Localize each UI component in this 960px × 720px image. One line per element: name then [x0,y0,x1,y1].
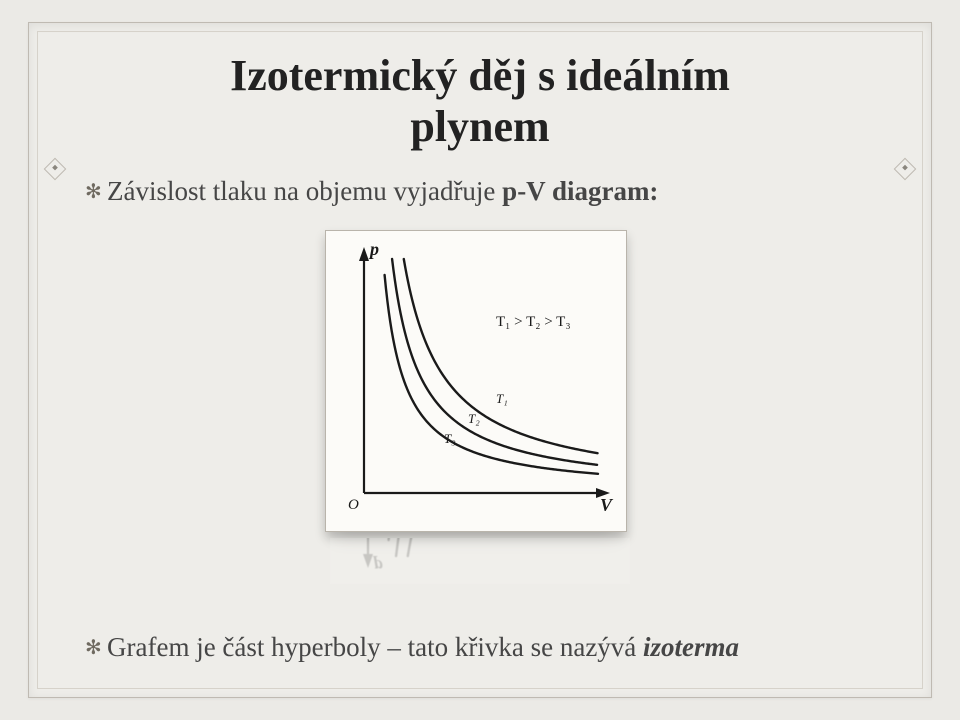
chart-reflection: pVOT₁ > T₂ > T₃T₁T₂T₃ [330,538,630,584]
svg-text:p: p [372,556,383,576]
bullet-2-emph: izoterma [643,632,739,662]
slide-frame: Izotermický děj s ideálním plynem ✻Závis… [28,22,932,698]
bullet-2: ✻Grafem je část hyperboly – tato křivka … [85,632,875,663]
bullet-2-text: Grafem je část hyperboly – tato křivka s… [107,632,643,662]
bullet-glyph-icon: ✻ [85,635,107,660]
slide-inner-border [37,31,923,689]
